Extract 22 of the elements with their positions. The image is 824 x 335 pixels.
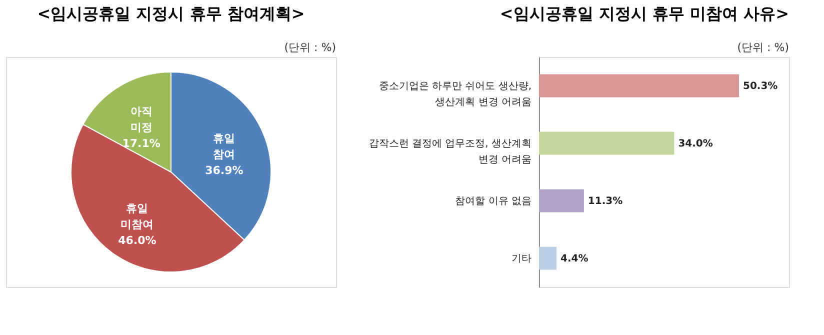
text: (단위 : %) (737, 41, 789, 54)
data-label: 36.9% (205, 164, 244, 177)
slice-label: 휴일 미참여 (120, 202, 154, 232)
slice-label: 휴일 참여 (213, 132, 236, 161)
data-label: 34.0% (678, 138, 713, 150)
data-label: 11.3% (588, 196, 623, 207)
bar (539, 74, 739, 98)
y-tick-label: 기타 (512, 253, 532, 264)
bar (539, 132, 674, 155)
y-tick-label: 참여할 이유 없음 (455, 196, 532, 207)
slice-label: 아직 미정 (130, 105, 152, 134)
y-tick-label: 갑작스런 결정에 업무조정, 생산계획 변경 어려움 (368, 138, 532, 166)
y-tick-label: 중소기업은 하루만 쉬어도 생산량, 생산계획 변경 어려움 (378, 80, 532, 108)
data-label: 46.0% (118, 234, 156, 248)
bar (539, 189, 584, 212)
bar (539, 246, 556, 270)
data-label: 17.1% (122, 137, 160, 150)
chart-title: <임시공휴일 지정시 휴무 미참여 사유> (500, 4, 789, 23)
data-label: 50.3% (743, 80, 778, 92)
text: (단위 : %) (284, 41, 336, 54)
data-label: 4.4% (560, 253, 588, 264)
chart-title: <임시공휴일 지정시 휴무 참여계획> (37, 4, 305, 23)
